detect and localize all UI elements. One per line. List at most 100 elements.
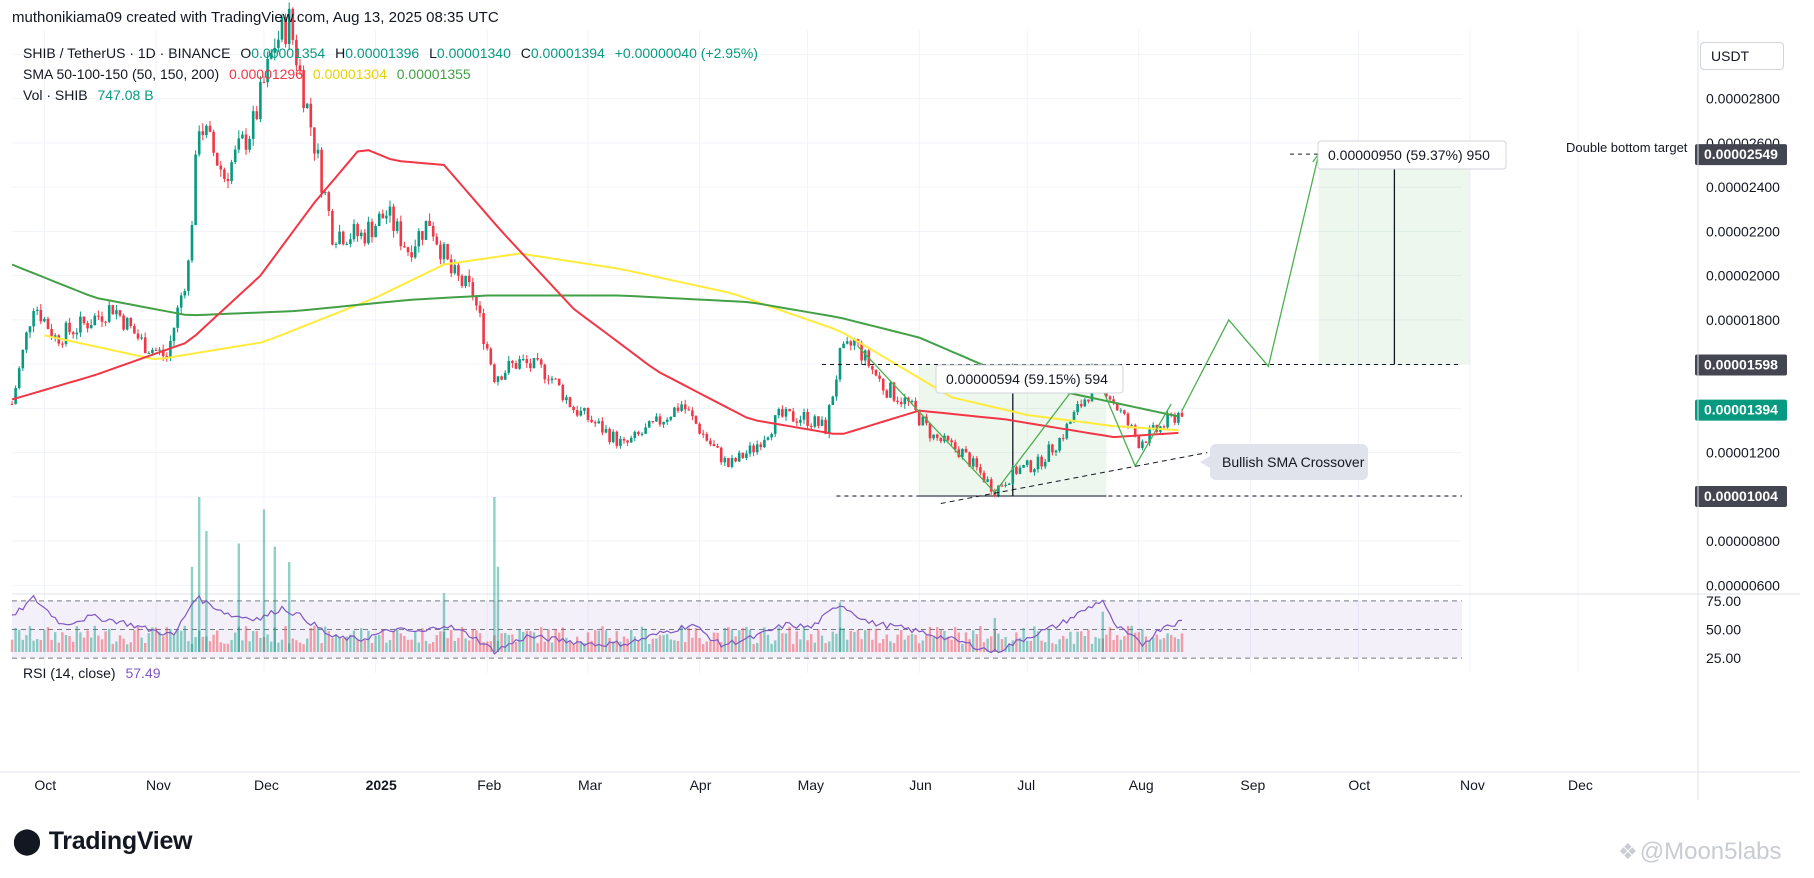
candle [205, 125, 208, 136]
tradingview-logo[interactable]: ⬤ TradingView [13, 826, 193, 856]
volume-bar [482, 642, 485, 652]
candle [147, 352, 151, 354]
candle [183, 291, 187, 296]
candle [143, 337, 147, 354]
candle [367, 221, 370, 244]
volume-bar [1108, 627, 1112, 652]
last-price-tag-bg [1695, 399, 1787, 421]
volume-bar [439, 631, 442, 652]
volume-bar [457, 637, 460, 652]
candle [892, 382, 896, 401]
candle [982, 472, 986, 482]
volume-bar [1155, 634, 1158, 652]
candle [255, 111, 259, 120]
candle [97, 315, 100, 317]
volume-bar [1148, 640, 1151, 652]
candle [795, 421, 799, 423]
candle [615, 431, 619, 446]
volume-bar [216, 630, 219, 652]
candle [824, 419, 827, 434]
volume-bar [428, 643, 431, 652]
volume-bar [1116, 635, 1119, 652]
volume-bar [1029, 640, 1032, 652]
measure-future-label: 0.00000950 (59.37%) 950 [1328, 147, 1490, 163]
volume-bar [1083, 636, 1086, 652]
volume-bar [885, 634, 888, 652]
candle [1119, 410, 1123, 412]
currency-button[interactable]: USDT [1700, 42, 1784, 70]
candle [809, 425, 813, 427]
volume-bar [252, 631, 255, 652]
candle [93, 315, 97, 326]
volume-bar [154, 627, 158, 652]
candle [1180, 412, 1184, 417]
volume-bar [788, 626, 791, 652]
rsi-legend[interactable]: RSI (14, close) 57.49 [23, 665, 161, 681]
volume-bar [118, 635, 122, 652]
volume-bar [882, 639, 885, 652]
volume-bar [795, 631, 798, 652]
volume-bar [194, 637, 197, 652]
candle [1115, 403, 1119, 411]
candle [50, 329, 53, 338]
candle [817, 416, 820, 426]
rsi-label: RSI (14, close) [23, 665, 116, 681]
volume-bar [1130, 625, 1133, 652]
volume-bar [244, 626, 248, 652]
candle [1033, 469, 1036, 473]
volume-bar [295, 640, 298, 652]
candle [961, 448, 964, 457]
volume-spike [198, 497, 201, 652]
volume-bar [774, 640, 777, 652]
candle [1076, 404, 1079, 413]
candle [741, 452, 745, 458]
rsi-value: 57.49 [125, 665, 161, 681]
volume-bar [90, 637, 93, 652]
candle [604, 428, 608, 433]
neckline-price-tag-bg [1695, 354, 1787, 376]
volume-bar [25, 635, 28, 652]
sma-legend[interactable]: SMA 50-100-150 (50, 150, 200) 0.00001296… [23, 66, 471, 82]
candle [460, 275, 464, 287]
volume-bar [399, 633, 402, 652]
candle [140, 337, 143, 339]
volume-bar [878, 642, 881, 652]
annotations: 0.00000594 (59.15%) 594 0.00000950 (59.37… [935, 140, 1688, 480]
volume-bar [972, 630, 975, 652]
symbol-legend[interactable]: SHIB / TetherUS · 1D · BINANCE O0.000013… [23, 45, 758, 61]
volume-bar [1144, 636, 1148, 652]
volume-bar [558, 632, 561, 652]
volume-bar [1000, 639, 1004, 652]
volume-bar [752, 643, 755, 652]
volume-bar [1065, 638, 1068, 652]
volume-bar [136, 626, 140, 652]
candle [10, 403, 14, 405]
sma1-value: 0.00001296 [229, 66, 303, 82]
candle [629, 437, 633, 443]
grid [12, 30, 1800, 673]
candle [1072, 412, 1076, 422]
volume-bar [334, 634, 338, 652]
candle [655, 416, 658, 422]
volume-bar [1141, 629, 1144, 652]
candle [853, 339, 856, 346]
candle [550, 378, 554, 381]
candle [485, 344, 489, 349]
candle [637, 431, 640, 435]
volume-bar [129, 642, 132, 652]
volume-bar [1170, 635, 1173, 652]
volume-bar [756, 642, 759, 652]
volume-bar [162, 636, 165, 652]
candle [439, 244, 442, 260]
volume-bar [561, 627, 564, 652]
volume-legend[interactable]: Vol · SHIB 747.08 B [23, 87, 154, 103]
candle [899, 401, 903, 405]
volume-bar [273, 627, 276, 652]
candle [698, 423, 701, 434]
candle [971, 458, 975, 467]
volume-bar [1011, 640, 1014, 652]
time-tick-label: Dec [254, 777, 279, 793]
candle [554, 378, 557, 380]
candle [608, 428, 611, 443]
